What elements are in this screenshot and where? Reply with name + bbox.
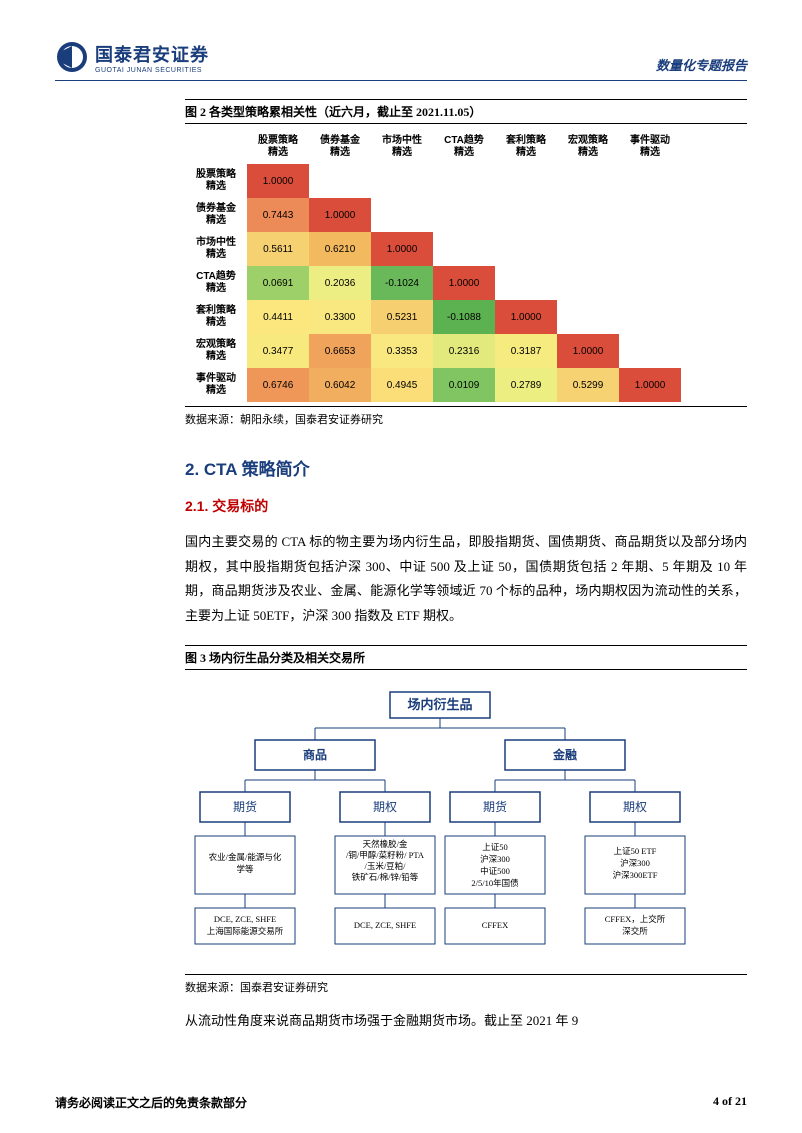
heatmap-row-header: CTA趋势精选 — [185, 266, 247, 300]
heatmap-cell — [557, 164, 619, 198]
tree-l2a: 期货 — [233, 799, 257, 814]
heatmap-cell — [619, 266, 681, 300]
heatmap-cell: 1.0000 — [433, 266, 495, 300]
brand-name-cn: 国泰君安证券 — [95, 41, 209, 67]
tree-l2d: 期权 — [623, 800, 647, 814]
heatmap-cell: 0.5299 — [557, 368, 619, 402]
page-header: 国泰君安证券 GUOTAI JUNAN SECURITIES 数量化专题报告 — [55, 40, 747, 81]
fig2-heatmap-container: 股票策略精选债券基金精选市场中性精选CTA趋势精选套利策略精选宏观策略精选事件驱… — [185, 124, 747, 407]
page-footer: 请务必阅读正文之后的免责条款部分 4 of 21 — [55, 1094, 747, 1111]
brand-logo: 国泰君安证券 GUOTAI JUNAN SECURITIES — [55, 40, 209, 74]
fig2-caption: 图 2 各类型策略累相关性（近六月，截止至 2021.11.05） — [185, 99, 747, 124]
heatmap-cell — [495, 198, 557, 232]
heatmap-cell — [619, 164, 681, 198]
heatmap-cell — [433, 232, 495, 266]
heatmap-cell — [495, 164, 557, 198]
heatmap-cell — [557, 232, 619, 266]
heatmap-cell: -0.1024 — [371, 266, 433, 300]
heatmap-cell: 0.2036 — [309, 266, 371, 300]
heatmap-cell — [495, 232, 557, 266]
heatmap-cell — [619, 300, 681, 334]
heatmap-cell — [619, 198, 681, 232]
heatmap-cell — [557, 266, 619, 300]
heatmap-col-header: 债券基金精选 — [309, 130, 371, 164]
heatmap-row-header: 套利策略精选 — [185, 300, 247, 334]
heatmap-col-header: 套利策略精选 — [495, 130, 557, 164]
section-2-1-para: 国内主要交易的 CTA 标的物主要为场内衍生品，即股指期货、国债期货、商品期货以… — [185, 530, 747, 629]
heatmap-col-header: 宏观策略精选 — [557, 130, 619, 164]
heatmap-cell: 1.0000 — [247, 164, 309, 198]
heatmap-cell: 0.6042 — [309, 368, 371, 402]
footer-page-number: 4 of 21 — [713, 1094, 747, 1111]
heatmap-cell: 0.6746 — [247, 368, 309, 402]
logo-icon — [55, 40, 89, 74]
leaf-b2: DCE, ZCE, SHFE — [354, 920, 416, 930]
heatmap-cell: 0.3477 — [247, 334, 309, 368]
heatmap-cell — [371, 198, 433, 232]
heatmap-cell — [619, 334, 681, 368]
section-2-1-title: 2.1. 交易标的 — [185, 496, 747, 516]
heatmap-cell: 0.3187 — [495, 334, 557, 368]
fig2-source: 数据来源：朝阳永续，国泰君安证券研究 — [185, 411, 747, 427]
heatmap-cell — [371, 164, 433, 198]
heatmap-cell — [309, 164, 371, 198]
section-2-title: 2. CTA 策略简介 — [185, 455, 747, 480]
footer-disclaimer: 请务必阅读正文之后的免责条款部分 — [55, 1094, 247, 1111]
heatmap-cell — [619, 232, 681, 266]
heatmap-col-header: 事件驱动精选 — [619, 130, 681, 164]
closing-para: 从流动性角度来说商品期货市场强于金融期货市场。截止至 2021 年 9 — [185, 1009, 747, 1034]
heatmap-cell — [433, 198, 495, 232]
heatmap-cell: 0.5231 — [371, 300, 433, 334]
fig3-source: 数据来源：国泰君安证券研究 — [185, 979, 747, 995]
tree-l2c: 期货 — [483, 799, 507, 814]
heatmap-row-header: 市场中性精选 — [185, 232, 247, 266]
tree-l1b: 金融 — [552, 747, 577, 762]
heatmap-row-header: 事件驱动精选 — [185, 368, 247, 402]
derivative-tree-diagram: 场内衍生品 商品 金融 期货 期权 期货 期权 农业/金属/能源与化学等 — [185, 684, 695, 964]
heatmap-cell: 0.4945 — [371, 368, 433, 402]
report-type: 数量化专题报告 — [656, 55, 747, 74]
heatmap-row-header: 债券基金精选 — [185, 198, 247, 232]
heatmap-col-header: 股票策略精选 — [247, 130, 309, 164]
heatmap-cell: 1.0000 — [619, 368, 681, 402]
heatmap-cell: 0.2789 — [495, 368, 557, 402]
brand-name-en: GUOTAI JUNAN SECURITIES — [95, 67, 209, 74]
heatmap-row-header: 宏观策略精选 — [185, 334, 247, 368]
tree-l2b: 期权 — [373, 800, 397, 814]
heatmap-cell: 0.2316 — [433, 334, 495, 368]
fig3-tree-container: 场内衍生品 商品 金融 期货 期权 期货 期权 农业/金属/能源与化学等 — [185, 670, 747, 974]
heatmap-cell: 0.0691 — [247, 266, 309, 300]
fig3-caption: 图 3 场内衍生品分类及相关交易所 — [185, 645, 747, 670]
heatmap-cell: 0.0109 — [433, 368, 495, 402]
heatmap-col-header: 市场中性精选 — [371, 130, 433, 164]
heatmap-row-header: 股票策略精选 — [185, 164, 247, 198]
tree-root: 场内衍生品 — [407, 697, 472, 712]
heatmap-cell: 1.0000 — [309, 198, 371, 232]
heatmap-cell: 0.6210 — [309, 232, 371, 266]
heatmap-cell: 1.0000 — [557, 334, 619, 368]
heatmap-cell — [433, 164, 495, 198]
heatmap-cell: -0.1088 — [433, 300, 495, 334]
heatmap-cell: 0.6653 — [309, 334, 371, 368]
leaf-c2: CFFEX — [482, 920, 508, 930]
heatmap-cell — [557, 198, 619, 232]
heatmap-col-header: CTA趋势精选 — [433, 130, 495, 164]
heatmap-cell: 0.3353 — [371, 334, 433, 368]
heatmap-cell — [557, 300, 619, 334]
heatmap-cell: 0.7443 — [247, 198, 309, 232]
heatmap-cell: 1.0000 — [495, 300, 557, 334]
tree-l1a: 商品 — [303, 747, 327, 762]
heatmap-cell — [495, 266, 557, 300]
heatmap-cell: 0.4411 — [247, 300, 309, 334]
heatmap-cell: 0.3300 — [309, 300, 371, 334]
correlation-heatmap: 股票策略精选债券基金精选市场中性精选CTA趋势精选套利策略精选宏观策略精选事件驱… — [185, 130, 681, 402]
heatmap-cell: 1.0000 — [371, 232, 433, 266]
heatmap-cell: 0.5611 — [247, 232, 309, 266]
